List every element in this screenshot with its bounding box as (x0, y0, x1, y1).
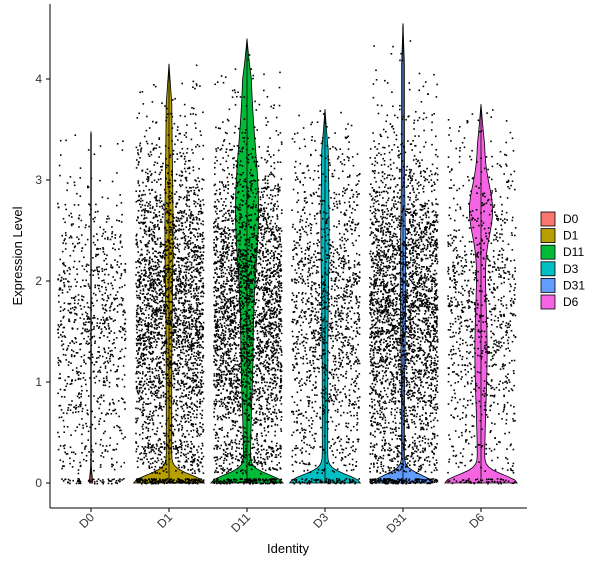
x-axis-ticks: D0 D1 D11 D3 D31 D6 (76, 508, 487, 536)
points-d6 (447, 109, 517, 485)
y-axis-ticks: 0 1 2 3 4 (35, 72, 50, 490)
points-d11 (213, 54, 283, 485)
x-axis-title: Identity (267, 541, 309, 556)
jitter-points-layer (57, 40, 517, 485)
y-tick-label: 4 (35, 72, 42, 86)
points-d3 (291, 110, 361, 485)
legend-key-d6 (540, 294, 556, 310)
y-tick-label: 0 (35, 476, 42, 490)
legend-key-d11 (540, 244, 556, 260)
y-tick-label: 2 (35, 274, 42, 288)
points-d1 (135, 64, 205, 485)
x-tick-label-d31: D31 (384, 510, 410, 536)
legend-label-d31: D31 (563, 278, 585, 292)
legend: D0 D1 D11 D3 D31 D6 (540, 211, 585, 310)
legend-label-d6: D6 (563, 295, 579, 309)
legend-key-d3 (540, 261, 556, 277)
points-d31 (369, 40, 439, 485)
legend-key-d0 (540, 211, 556, 227)
legend-label-d1: D1 (563, 229, 579, 243)
x-tick-label-d1: D1 (154, 510, 175, 531)
legend-key-d1 (540, 228, 556, 244)
legend-key-d31 (540, 277, 556, 293)
x-tick-label-d11: D11 (228, 510, 253, 535)
legend-label-d0: D0 (563, 212, 579, 226)
x-tick-label-d3: D3 (310, 510, 331, 531)
x-tick-label-d0: D0 (76, 510, 97, 531)
y-tick-label: 3 (35, 173, 42, 187)
y-tick-label: 1 (35, 375, 42, 389)
x-tick-label-d6: D6 (466, 510, 487, 531)
points-d0 (57, 134, 127, 485)
legend-label-d11: D11 (563, 245, 584, 259)
y-axis-title: Expression Level (10, 206, 25, 305)
legend-label-d3: D3 (563, 262, 579, 276)
